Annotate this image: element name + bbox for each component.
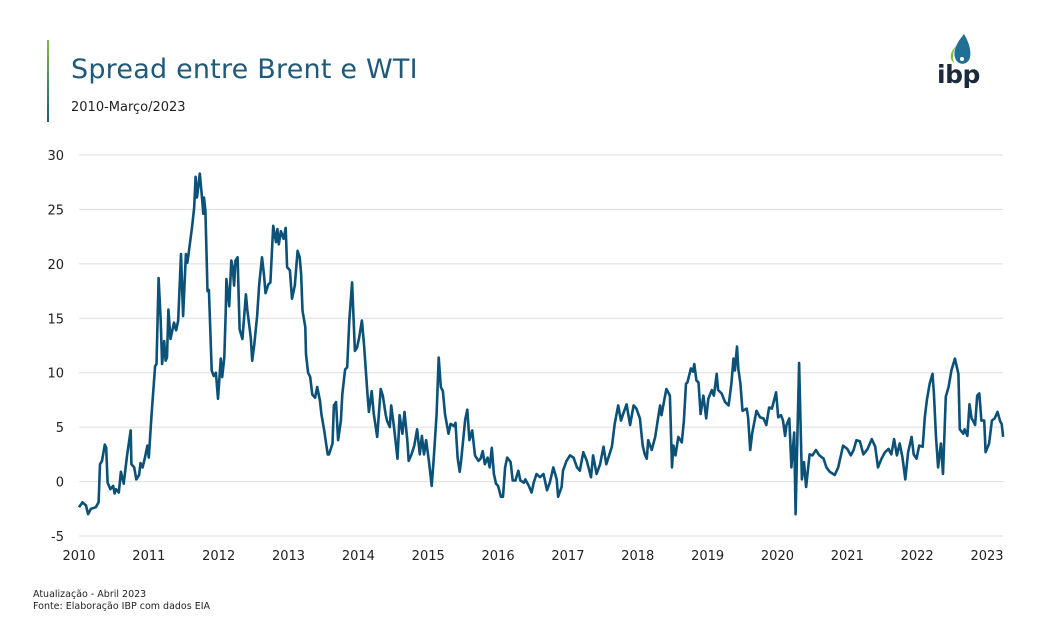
title-accent-bar: [47, 40, 49, 122]
ibp-logo-text: ibp: [937, 60, 980, 89]
x-tick-label: 2022: [901, 549, 934, 564]
y-tick-label: 20: [47, 258, 64, 273]
y-tick-label: 15: [47, 312, 64, 327]
x-tick-label: 2012: [202, 549, 235, 564]
y-tick-label: 30: [47, 149, 64, 164]
source-note: Fonte: Elaboração IBP com dados EIA: [33, 601, 211, 612]
x-tick-label: 2018: [621, 549, 654, 564]
x-tick-label: 2015: [412, 549, 445, 564]
x-tick-label: 2010: [62, 549, 95, 564]
page-title: Spread entre Brent e WTI: [71, 54, 418, 85]
x-tick-label: 2019: [691, 549, 724, 564]
x-tick-label: 2013: [272, 549, 305, 564]
x-tick-label: 2017: [551, 549, 584, 564]
update-note: Atualização - Abril 2023: [33, 589, 147, 600]
x-tick-label: 2021: [831, 549, 864, 564]
y-tick-label: -5: [51, 530, 64, 545]
x-tick-label: 2014: [342, 549, 375, 564]
ibp-logo-drop-icon: [950, 34, 971, 64]
spread-series-line: [77, 172, 1005, 516]
x-tick-label: 2023: [970, 549, 1003, 564]
x-tick-label: 2011: [132, 549, 165, 564]
y-tick-label: 0: [56, 476, 64, 491]
page-subtitle: 2010-Março/2023: [71, 100, 186, 115]
y-tick-label: 5: [56, 421, 64, 436]
y-tick-label: 10: [47, 367, 64, 382]
x-tick-label: 2016: [482, 549, 515, 564]
y-tick-label: 25: [47, 203, 64, 218]
x-tick-label: 2020: [761, 549, 794, 564]
